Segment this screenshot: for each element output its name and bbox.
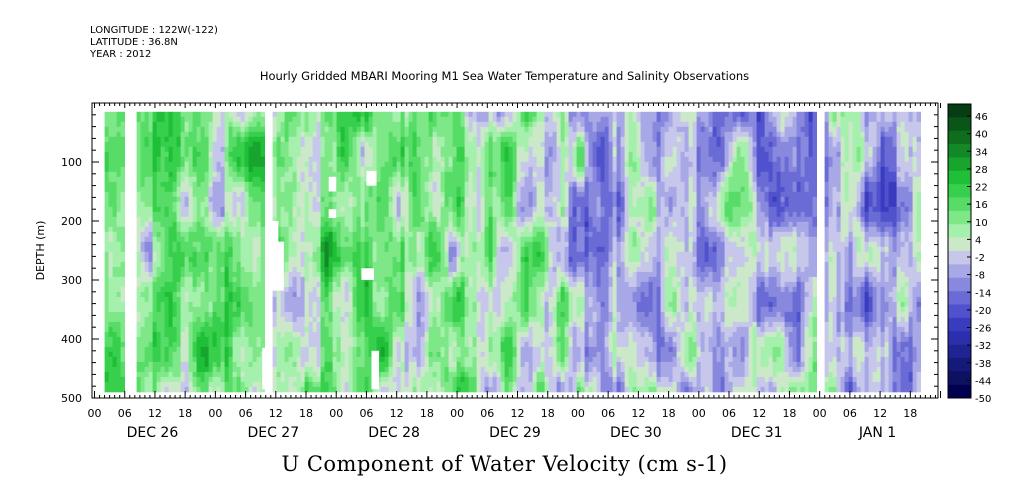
x-hour-label: 06 <box>239 407 253 420</box>
x-hour-label: 18 <box>178 407 192 420</box>
y-tick-label: 200 <box>61 215 82 228</box>
colorbar-label: 10 <box>975 218 988 229</box>
colorbar-label: 22 <box>975 183 988 194</box>
x-hour-label: 00 <box>329 407 343 420</box>
x-hour-label: 12 <box>752 407 766 420</box>
x-hour-label: 06 <box>480 407 494 420</box>
colorbar-swatch <box>948 184 971 198</box>
y-tick-label: 300 <box>61 274 82 287</box>
colorbar-label: 40 <box>975 130 988 141</box>
colorbar-swatch <box>948 317 971 332</box>
latitude-label: LATITUDE : 36.8N <box>90 37 178 48</box>
x-day-label: DEC 26 <box>127 425 179 441</box>
x-hour-label: 00 <box>813 407 827 420</box>
colorbar-label: -26 <box>975 324 991 335</box>
colorbar-label: -32 <box>975 341 991 352</box>
x-hour-label: 12 <box>873 407 887 420</box>
x-hour-label: 18 <box>420 407 434 420</box>
colorbar-swatch <box>948 117 971 132</box>
y-tick-label: 500 <box>61 392 82 405</box>
colorbar-label: -20 <box>975 306 991 317</box>
missing-data-patch <box>361 268 374 280</box>
colorbar-label: -2 <box>975 253 985 264</box>
x-hour-label: 18 <box>299 407 313 420</box>
colorbar-swatch <box>948 210 971 225</box>
colorbar-swatch <box>948 157 971 172</box>
y-tick-label: 400 <box>61 333 82 346</box>
colorbar-swatch <box>948 264 971 279</box>
colorbar-swatch <box>948 130 971 145</box>
x-day-label: DEC 30 <box>610 425 662 441</box>
x-hour-label: 00 <box>450 407 464 420</box>
x-hour-label: 18 <box>662 407 676 420</box>
colorbar-swatch <box>948 104 971 118</box>
x-hour-label: 12 <box>148 407 162 420</box>
colorbar-label: -44 <box>975 376 991 387</box>
x-axis-label: U Component of Water Velocity (cm s-1) <box>281 452 728 476</box>
colorbar-label: 46 <box>975 112 988 123</box>
missing-data-patch <box>262 347 273 390</box>
x-day-label: DEC 28 <box>368 425 420 441</box>
colorbar-swatch <box>948 331 971 345</box>
colorbar-swatch <box>948 291 971 305</box>
colorbar-swatch <box>948 277 971 292</box>
x-hour-label: 06 <box>601 407 615 420</box>
year-label: YEAR : 2012 <box>90 49 152 60</box>
missing-data-patch <box>366 170 377 186</box>
missing-data-patch <box>328 209 337 219</box>
colorbar-swatch <box>948 144 971 158</box>
colorbar-swatch <box>948 384 971 399</box>
x-hour-label: 18 <box>541 407 555 420</box>
colorbar-swatch <box>948 344 971 359</box>
x-hour-label: 12 <box>390 407 404 420</box>
x-hour-label: 06 <box>843 407 857 420</box>
chart-title: Hourly Gridded MBARI Mooring M1 Sea Wate… <box>259 69 750 83</box>
colorbar-swatch <box>948 371 971 385</box>
x-hour-label: 00 <box>208 407 222 420</box>
x-day-label: DEC 27 <box>247 425 299 441</box>
colorbar-label: -50 <box>975 394 991 405</box>
colorbar-swatch <box>948 237 971 252</box>
x-hour-label: 12 <box>269 407 283 420</box>
heatmap-cells <box>104 111 921 393</box>
x-day-label: JAN 1 <box>858 425 896 441</box>
x-day-label: DEC 29 <box>489 425 541 441</box>
y-tick-label: 100 <box>61 156 82 169</box>
colorbar-swatch <box>948 224 971 238</box>
colorbar-label: 4 <box>975 235 981 246</box>
colorbar-label: -14 <box>975 288 991 299</box>
colorbar-swatch <box>948 304 971 319</box>
colorbar-swatch <box>948 251 971 265</box>
colorbar-label: 16 <box>975 200 988 211</box>
x-hour-label: 18 <box>782 407 796 420</box>
x-day-label: DEC 31 <box>731 425 783 441</box>
colorbar-label: 34 <box>975 147 988 158</box>
missing-data-patch <box>268 241 284 291</box>
missing-data-patch <box>328 176 337 192</box>
colorbar-swatch <box>948 197 971 212</box>
colorbar-label: -8 <box>975 271 985 282</box>
colorbar-swatch <box>948 170 971 185</box>
x-hour-label: 00 <box>692 407 706 420</box>
x-hour-label: 12 <box>631 407 645 420</box>
plot-frame <box>91 102 939 399</box>
x-hour-label: 06 <box>118 407 132 420</box>
x-hour-label: 06 <box>722 407 736 420</box>
x-hour-label: 18 <box>903 407 917 420</box>
y-axis-label: DEPTH (m) <box>34 221 47 281</box>
colorbar-label: 28 <box>975 165 988 176</box>
missing-data-patch <box>371 350 380 390</box>
longitude-label: LONGITUDE : 122W(-122) <box>90 25 218 36</box>
colorbar-label: -38 <box>975 359 991 370</box>
x-hour-label: 00 <box>571 407 585 420</box>
colorbar-swatch <box>948 357 971 372</box>
x-hour-label: 12 <box>511 407 525 420</box>
x-hour-label: 00 <box>88 407 102 420</box>
x-hour-label: 06 <box>359 407 373 420</box>
colorbar-frame <box>947 103 972 399</box>
